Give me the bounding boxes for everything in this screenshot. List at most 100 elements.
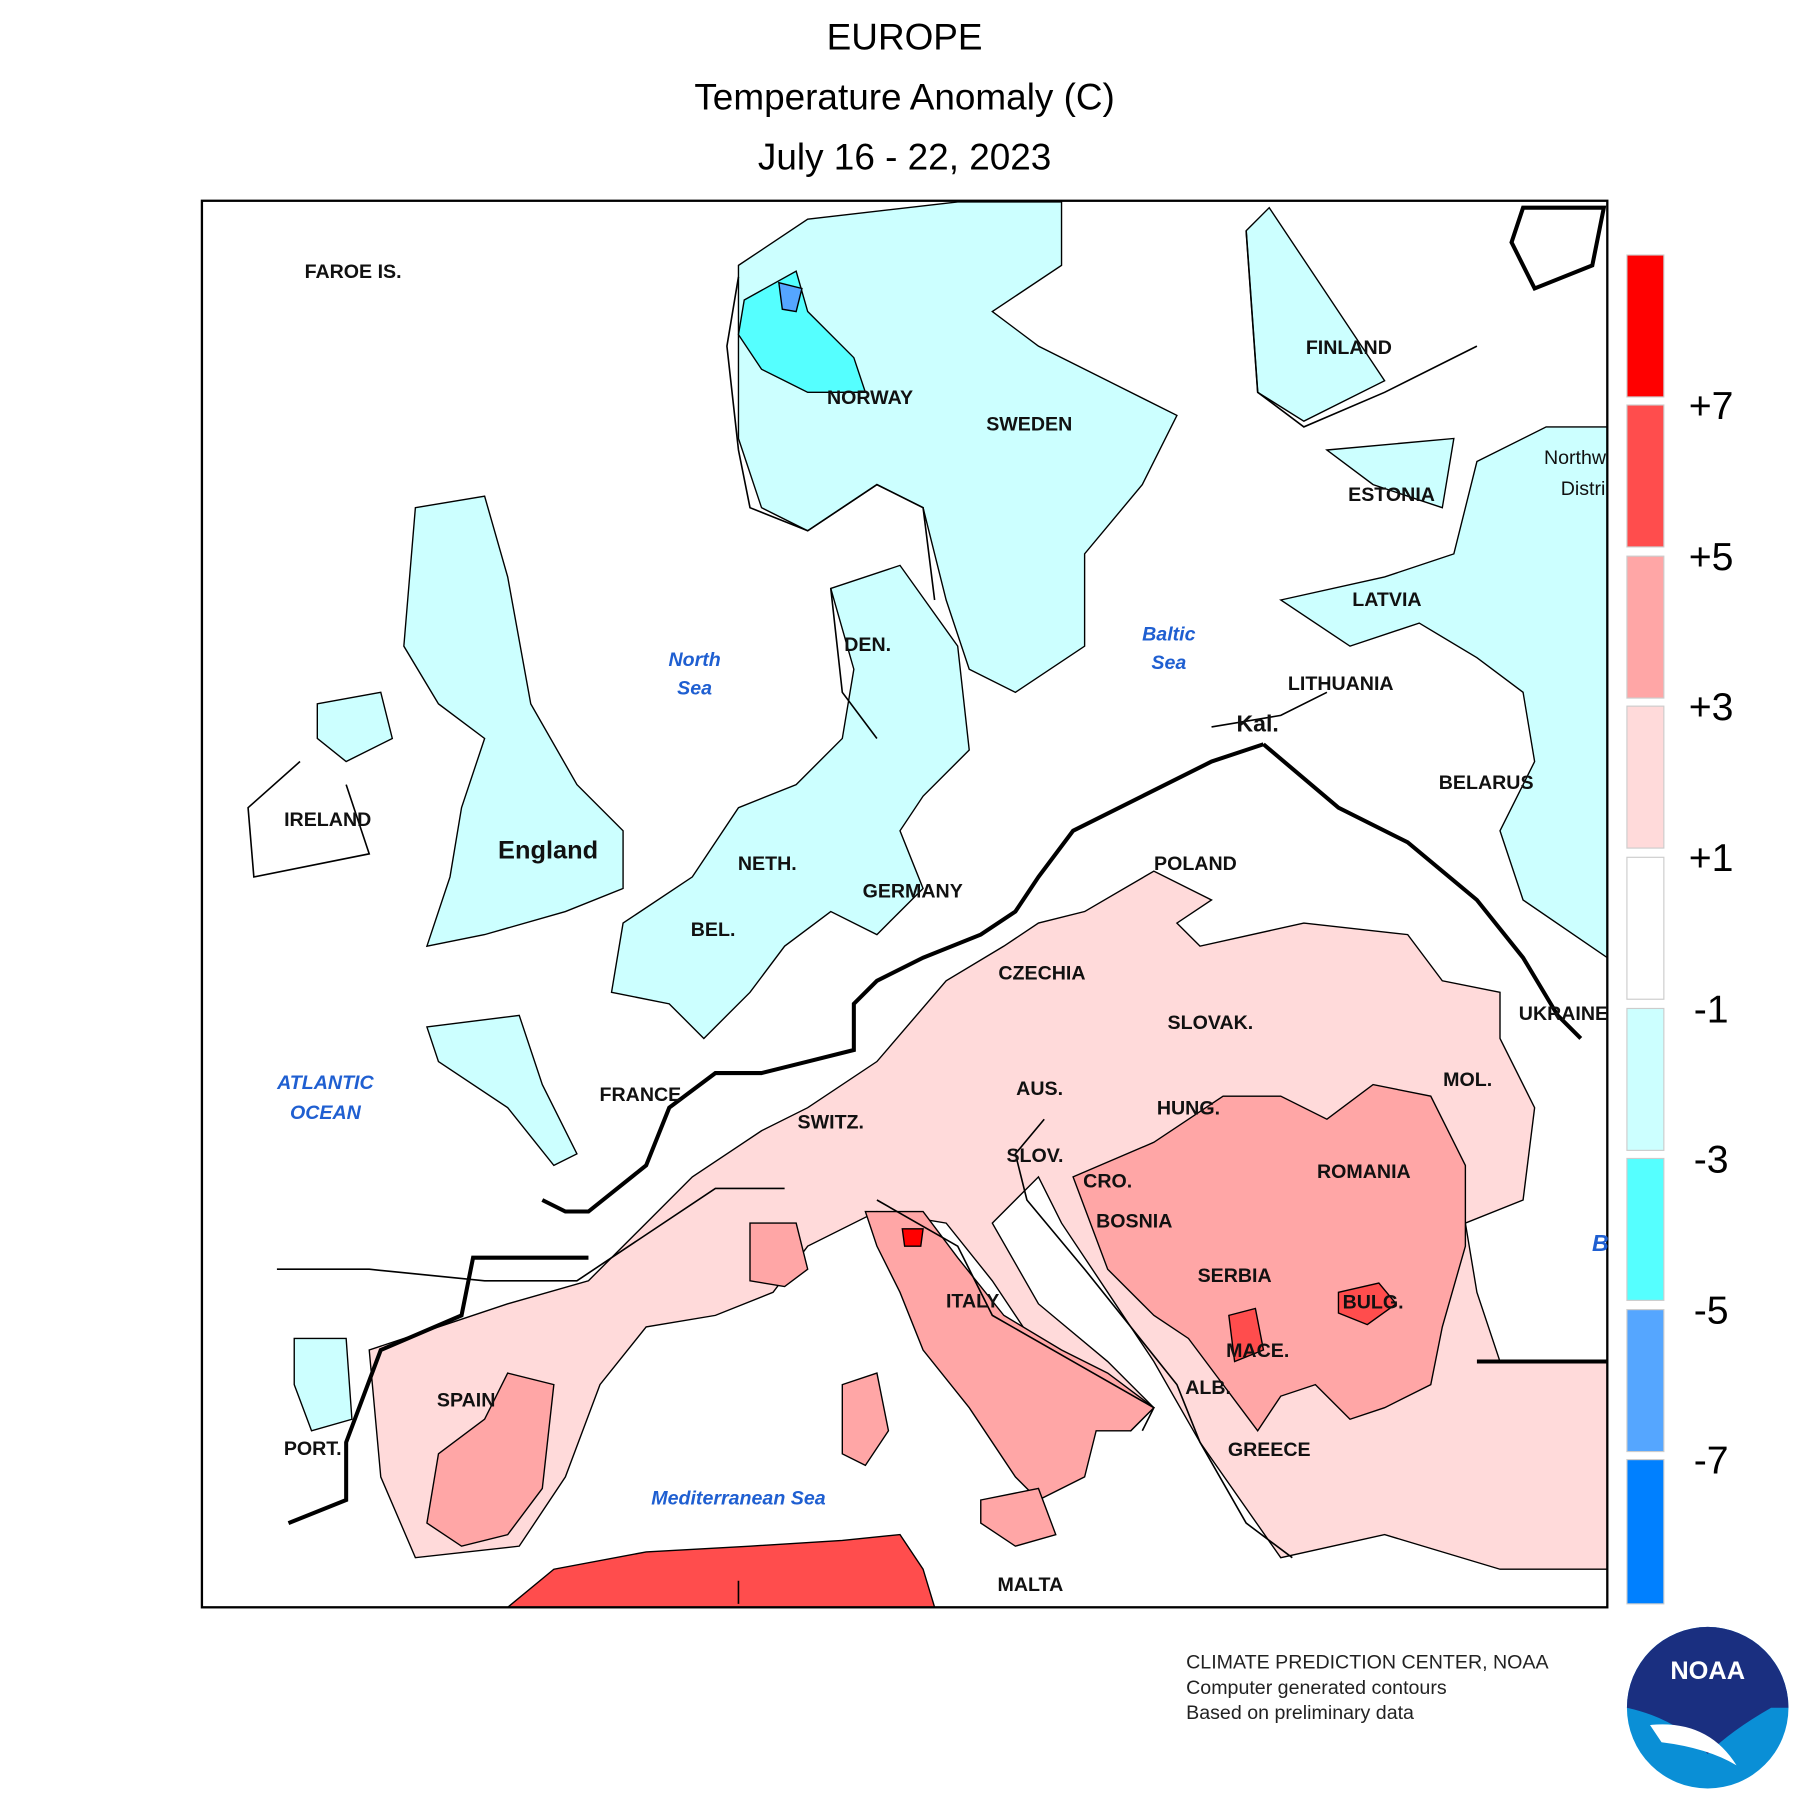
place-label: FAROE IS. [305,261,402,283]
cool-core [778,281,803,313]
sea-label: North [668,649,720,671]
place-label: SPAIN [437,1390,495,1412]
map-period: July 16 - 22, 2023 [758,137,1051,178]
legend-swatch [1626,1007,1665,1151]
place-label: NORWAY [827,387,913,409]
sea-label: Sea [677,678,712,700]
place-label: ALB. [1185,1377,1231,1399]
cool-region [403,495,624,948]
warm-region [426,1372,555,1547]
legend-swatch [1626,555,1665,699]
sea-label: Sea [1151,652,1186,674]
credit-line: Computer generated contours [1186,1677,1447,1699]
place-label: LITHUANIA [1288,673,1394,695]
coastline [247,230,1478,1604]
place-label: BOSNIA [1096,1211,1172,1233]
place-label: BEL. [691,919,736,941]
place-label: SWEDEN [986,413,1072,435]
sea-label: Mediterranean Sea [651,1488,825,1510]
legend-swatch [1626,404,1665,548]
sea-label: Baltic [1142,623,1195,645]
sea-labels: North Sea Baltic Sea ATLANTIC OCEAN Medi… [276,623,1609,1509]
cool-region [1325,437,1455,509]
hot-region [1337,1282,1398,1326]
place-label: MOL. [1443,1069,1492,1091]
hot-core [901,1228,924,1247]
place-label: DEN. [844,634,891,656]
place-label: Kal. [1237,711,1279,737]
legend-label: -5 [1694,1288,1729,1332]
cool-region [610,564,970,1040]
place-label: ITALY [946,1290,999,1312]
cool-region [425,1014,578,1167]
map: FAROE IS. NORWAY SWEDEN FINLAND ESTONIA … [200,199,1609,1609]
place-label: CRO. [1083,1170,1132,1192]
place-label: HUNG. [1157,1098,1220,1120]
logo-gull [1650,1724,1737,1766]
zero-contour [287,205,1608,1525]
cool-region [293,1337,353,1432]
place-label: England [498,836,598,864]
place-label: BELARUS [1439,772,1534,794]
credit-line: Based on preliminary data [1186,1702,1414,1724]
cool-region [316,691,394,763]
legend-label: -1 [1694,987,1729,1031]
warm-region [749,1222,809,1288]
place-label: FRANCE [600,1084,682,1106]
logo-text: NOAA [1670,1657,1745,1685]
sea-label: B [1592,1230,1609,1256]
place-label: SLOVAK. [1168,1012,1254,1034]
place-label: ROMANIA [1317,1161,1411,1183]
place-label: CZECHIA [998,963,1085,985]
place-label: PORT. [284,1438,342,1460]
place-label: SLOV. [1006,1145,1063,1167]
place-label: GREECE [1228,1439,1311,1461]
place-label: AUS. [1016,1078,1063,1100]
credit-line: CLIMATE PREDICTION CENTER, NOAA [1186,1651,1549,1673]
credits: CLIMATE PREDICTION CENTER, NOAA Computer… [1186,1651,1549,1724]
place-label: IRELAND [284,809,371,831]
place-label: FINLAND [1306,337,1392,359]
warm-region [864,1210,1155,1501]
sea-label: OCEAN [290,1102,362,1124]
place-label: ESTONIA [1348,484,1435,506]
legend-swatch [1626,1157,1665,1301]
warm-region [1072,1083,1467,1432]
place-label: BULG. [1343,1291,1404,1313]
place-label: UKRAINE [1519,1003,1608,1025]
place-label: GERMANY [863,881,963,903]
cool-region [1279,426,1608,959]
noaa-logo: NOAA [1626,1626,1789,1789]
place-label: POLAND [1154,853,1237,875]
legend-swatch [1626,254,1665,398]
place-label: Northw [1544,447,1607,469]
place-label: MALTA [998,1574,1064,1596]
legend-label: +5 [1689,535,1734,579]
legend: +7 +5 +3 +1 -1 -3 -5 -7 [1626,254,1734,1605]
place-label: SERBIA [1198,1265,1272,1287]
legend-swatch [1626,1459,1665,1605]
warm-region [841,1372,890,1467]
logo-top [1626,1626,1789,1754]
legend-swatch [1626,1309,1665,1453]
hot-region [506,1533,936,1608]
map-frame [200,199,1609,1609]
legend-label: +3 [1689,685,1734,729]
region-title: EUROPE [827,17,983,58]
place-label: LATVIA [1352,589,1421,611]
place-label: SWITZ. [798,1111,864,1133]
sea-label: ATLANTIC [276,1072,374,1094]
legend-swatch [1626,856,1665,1000]
legend-label: +1 [1689,836,1734,880]
map-title: Temperature Anomaly (C) [694,77,1114,118]
place-label: NETH. [738,853,797,875]
cool-region [737,270,867,393]
legend-label: -3 [1694,1137,1729,1181]
legend-label: +7 [1689,384,1734,428]
hot-region [1228,1307,1265,1363]
warm-region [980,1487,1057,1547]
place-label: MACE. [1226,1340,1289,1362]
legend-swatch [1626,705,1665,849]
country-labels: FAROE IS. NORWAY SWEDEN FINLAND ESTONIA … [284,261,1608,1596]
